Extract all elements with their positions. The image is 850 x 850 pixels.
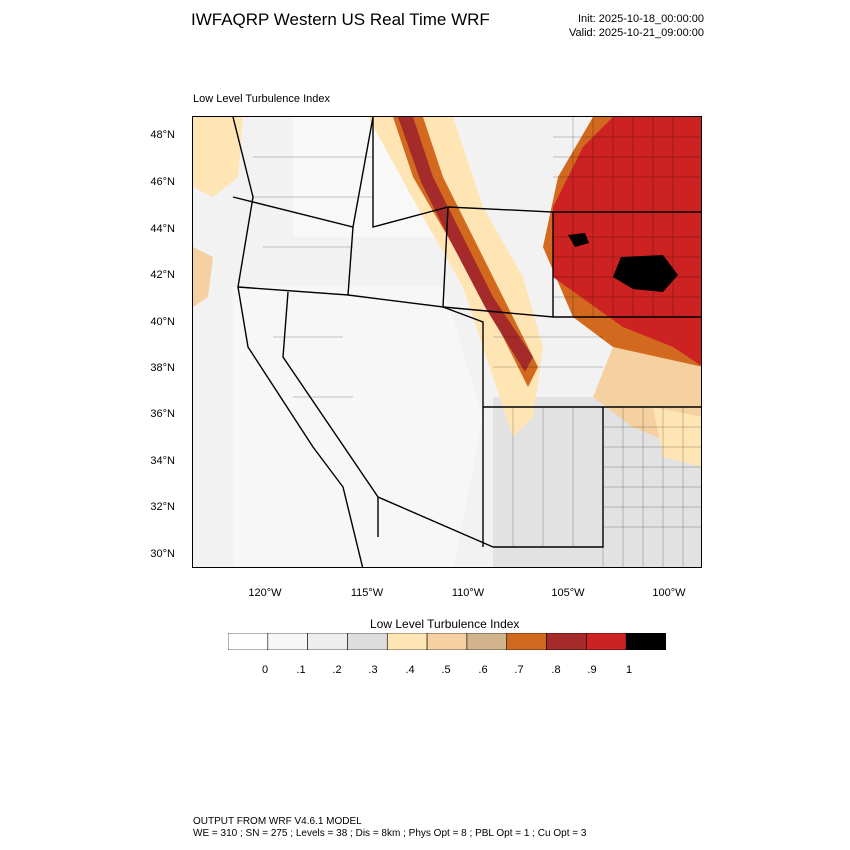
colorbar-swatch xyxy=(347,633,388,650)
colorbar-swatch xyxy=(307,633,348,650)
colorbar-label: .5 xyxy=(441,664,451,676)
wy-box xyxy=(442,206,554,318)
colorbar-label: .6 xyxy=(478,664,488,676)
colorbar-swatch xyxy=(386,633,428,650)
lat-label: 38°N xyxy=(150,362,175,374)
region-or-coast xyxy=(193,247,213,307)
field-label: Low Level Turbulence Index xyxy=(193,93,330,105)
map-svg xyxy=(193,117,701,567)
colorbar-label: .9 xyxy=(587,664,597,676)
region-plains-max xyxy=(613,255,678,292)
region-plains-max-2 xyxy=(568,233,589,247)
colorbar-label: .2 xyxy=(332,664,342,676)
footer-model: OUTPUT FROM WRF V4.6.1 MODEL xyxy=(193,816,362,827)
chart-title: IWFAQRP Western US Real Time WRF xyxy=(191,10,490,29)
region-wa-coast xyxy=(193,117,243,197)
valid-time: Valid: 2025-10-21_09:00:00 xyxy=(569,27,704,39)
lat-label: 42°N xyxy=(150,269,175,281)
region-plains-high xyxy=(553,117,701,366)
colorbar-swatch xyxy=(426,633,468,650)
colorbar-swatch xyxy=(586,633,627,650)
mt-border xyxy=(372,117,449,228)
nv-border xyxy=(282,291,379,537)
lat-label: 30°N xyxy=(150,548,175,560)
lon-label: 100°W xyxy=(652,587,686,599)
region-rockies-band xyxy=(368,117,543,437)
init-time: Init: 2025-10-18_00:00:00 xyxy=(578,13,704,25)
colorbar xyxy=(228,633,666,650)
lat-label: 36°N xyxy=(150,408,175,420)
colorbar-swatch xyxy=(625,633,666,650)
colorbar-label: .3 xyxy=(368,664,378,676)
lon-label: 120°W xyxy=(248,587,282,599)
lat-label: 44°N xyxy=(150,223,175,235)
colorbar-label: 1 xyxy=(625,664,633,676)
colorbar-swatch xyxy=(546,633,587,650)
lon-label: 110°W xyxy=(451,587,485,599)
lon-label: 105°W xyxy=(551,587,585,599)
lon-label: 115°W xyxy=(350,587,384,599)
colorbar-swatch xyxy=(267,633,308,650)
footer-config: WE = 310 ; SN = 275 ; Levels = 38 ; Dis … xyxy=(193,828,587,839)
lat-label: 48°N xyxy=(150,129,175,141)
region-rockies-peak xyxy=(398,117,533,372)
lat-label: 46°N xyxy=(150,176,175,188)
colorbar-label: .4 xyxy=(405,664,415,676)
colorbar-swatch xyxy=(228,633,269,650)
county-lines xyxy=(253,117,701,567)
colorbar-label: 0 xyxy=(261,664,269,676)
colorbar-label: .8 xyxy=(551,664,561,676)
map-panel xyxy=(192,116,702,568)
region-ok-tan xyxy=(653,407,701,467)
lat-label: 40°N xyxy=(150,316,175,328)
mex-border xyxy=(377,496,494,548)
lat-label: 32°N xyxy=(150,501,175,513)
colorbar-swatch xyxy=(466,633,508,650)
colorbar-title: Low Level Turbulence Index xyxy=(370,617,520,631)
colorbar-label: .7 xyxy=(514,664,524,676)
region-low-sw xyxy=(233,287,483,567)
lat-label: 34°N xyxy=(150,455,175,467)
region-plains-gray xyxy=(493,397,701,567)
colorbar-label: .1 xyxy=(296,664,306,676)
colorbar-swatch xyxy=(506,633,547,650)
